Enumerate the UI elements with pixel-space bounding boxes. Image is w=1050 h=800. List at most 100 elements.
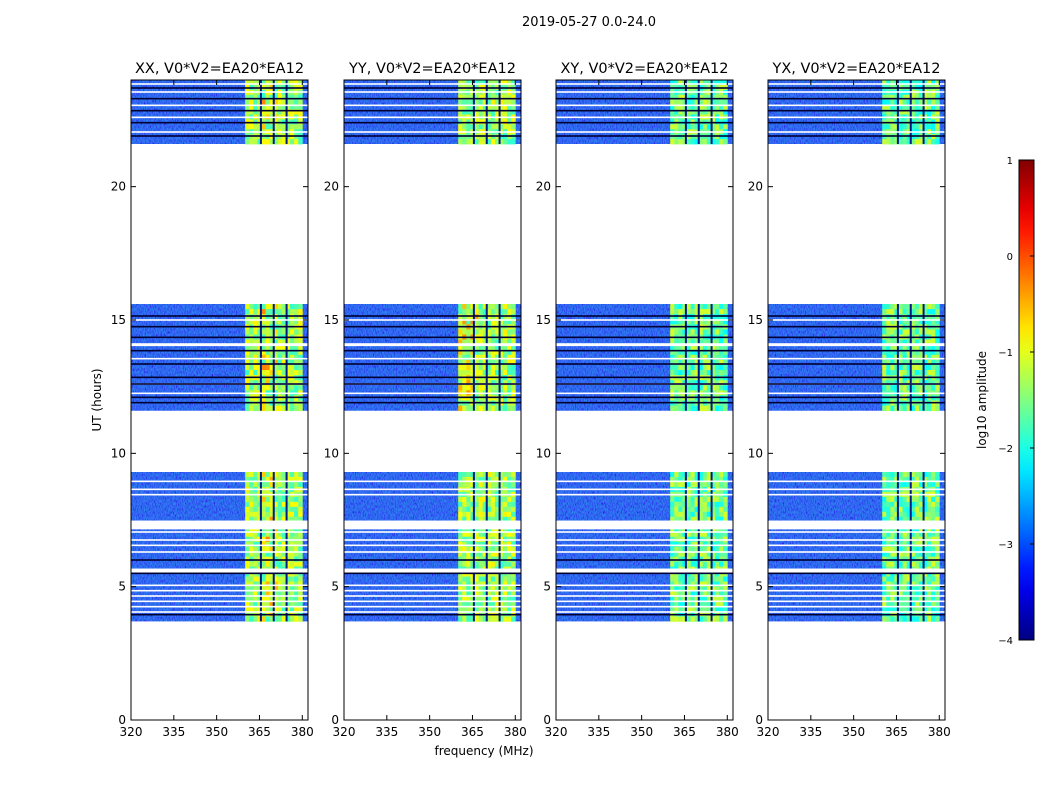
flag-line: [344, 109, 521, 112]
band-cell: [906, 581, 912, 587]
band-cell: [918, 385, 924, 391]
band-cell: [253, 591, 258, 597]
band-cell: [690, 94, 696, 101]
band-cell: [458, 304, 463, 310]
band-cell: [257, 601, 262, 607]
flag-line: [344, 480, 521, 483]
band-cell: [694, 606, 700, 612]
band-cell: [265, 541, 271, 548]
band-cell: [898, 571, 903, 577]
band-cell: [710, 511, 716, 518]
data-segment: [344, 80, 521, 145]
band-cell: [927, 596, 932, 602]
band-cell: [285, 134, 291, 140]
band-cell: [273, 385, 279, 391]
band-cell: [715, 104, 720, 110]
band-cell: [890, 506, 895, 513]
channel-gap: [896, 304, 899, 411]
band-cell: [706, 541, 712, 548]
band-cell: [273, 124, 279, 130]
band-cell: [249, 104, 254, 110]
band-cell: [931, 606, 936, 612]
band-cell: [682, 476, 687, 483]
band-cell: [710, 319, 716, 325]
band-cell: [686, 94, 691, 101]
band-cell: [922, 339, 928, 346]
band-cell: [298, 551, 303, 558]
band-cell: [490, 591, 496, 597]
band-cell: [678, 370, 683, 376]
band-cell: [678, 139, 683, 145]
band-cell: [494, 314, 500, 320]
band-cell: [474, 329, 479, 335]
flag-line: [556, 551, 733, 553]
band-cell: [277, 109, 283, 115]
band-cell: [490, 586, 496, 592]
band-cell: [482, 395, 488, 401]
band-cell: [914, 349, 920, 356]
band-cell: [486, 616, 492, 622]
band-cell: [285, 601, 291, 607]
band-cell: [706, 571, 712, 577]
band-cell: [474, 385, 479, 391]
band-cell: [898, 304, 903, 310]
band-cell: [290, 94, 295, 101]
band-cell: [898, 395, 903, 401]
band-cell: [277, 359, 283, 366]
band-cell: [674, 405, 679, 412]
band-cell: [723, 511, 728, 518]
colorbar-tick-label: 0: [1007, 252, 1013, 263]
band-cell: [511, 349, 516, 356]
band-cell: [466, 94, 471, 101]
band-cell: [294, 596, 299, 602]
band-cell: [890, 304, 895, 310]
band-cell: [478, 405, 484, 412]
band-cell: [466, 349, 471, 356]
band-cell: [474, 104, 479, 110]
band-cell: [298, 344, 303, 351]
band-cell: [723, 516, 728, 523]
band-cell: [682, 395, 687, 401]
band-cell: [927, 124, 932, 130]
band-cell: [511, 329, 516, 335]
band-cell: [686, 476, 691, 483]
band-cell: [290, 511, 295, 518]
flag-line: [131, 97, 308, 100]
flag-line: [556, 383, 733, 385]
flag-line: [556, 357, 733, 360]
band-cell: [690, 541, 696, 548]
band-cell: [269, 501, 275, 508]
band-cell: [253, 370, 258, 376]
band-cell: [261, 109, 266, 115]
band-cell: [922, 516, 928, 523]
band-cell: [257, 546, 262, 553]
band-cell: [511, 596, 516, 602]
band-cell: [281, 576, 287, 582]
band-cell: [511, 314, 516, 320]
band-cell: [894, 349, 899, 356]
band-cell: [253, 571, 258, 577]
band-cell: [261, 591, 266, 597]
flag-line: [556, 131, 733, 133]
band-cell: [269, 109, 275, 115]
band-cell: [910, 319, 916, 325]
band-cell: [902, 496, 908, 503]
band-cell: [678, 576, 683, 582]
colorbar-label: log10 amplitude: [975, 351, 989, 449]
band-cell: [723, 601, 728, 607]
band-cell: [245, 359, 250, 366]
band-cell: [710, 385, 716, 391]
band-cell: [281, 606, 287, 612]
band-cell: [503, 405, 508, 412]
band-cell: [273, 104, 279, 110]
band-cell: [674, 561, 679, 567]
band-cell: [918, 364, 924, 371]
band-cell: [298, 596, 303, 602]
band-cell: [494, 581, 500, 587]
flag-line: [556, 539, 733, 541]
band-cell: [890, 309, 895, 315]
band-cell: [462, 109, 467, 115]
band-cell: [482, 109, 488, 115]
band-cell: [890, 354, 895, 361]
band-cell: [503, 304, 508, 310]
